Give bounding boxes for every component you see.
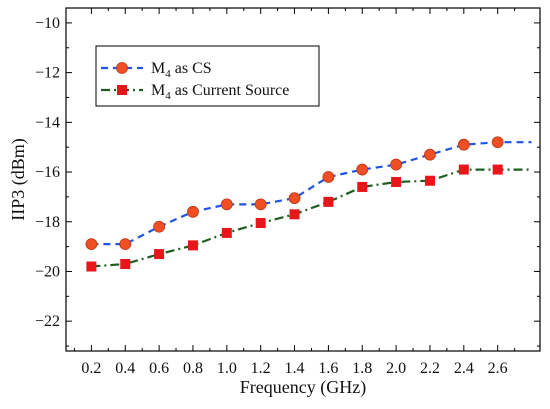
x-axis-title: Frequency (GHz) <box>240 377 366 398</box>
legend-box <box>95 45 320 107</box>
series-1-point <box>153 220 166 233</box>
x-tick-label: 0.8 <box>183 360 203 377</box>
series-2-point <box>391 176 402 187</box>
series-1-point <box>288 192 301 205</box>
y-tick-label: −10 <box>35 15 60 32</box>
series-2-point <box>255 217 266 228</box>
series-1-point <box>390 158 403 171</box>
series-1-point <box>85 238 98 251</box>
series-2-point <box>424 175 435 186</box>
series-1-point <box>457 138 470 151</box>
legend-label-1: M4 as CS <box>151 60 212 80</box>
x-tick-label: 2.4 <box>454 360 474 377</box>
plot-frame <box>65 7 541 352</box>
series-1-point <box>220 198 233 211</box>
series-2-point <box>323 196 334 207</box>
series-1-point <box>254 198 267 211</box>
series-2-point <box>86 261 97 272</box>
series-2-point <box>154 249 165 260</box>
legend-label-2: M4 as Current Source <box>151 82 289 102</box>
series-line-2 <box>91 168 532 268</box>
series-1-point <box>491 136 504 149</box>
x-tick-label: 1.6 <box>318 360 338 377</box>
y-tick-label: −14 <box>35 114 60 131</box>
series-2-point <box>492 164 503 175</box>
y-axis-title: IIP3 (dBm) <box>8 138 29 221</box>
y-tick-label: −18 <box>35 214 60 231</box>
series-2-point <box>120 259 131 270</box>
series-2-point <box>187 240 198 251</box>
y-tick-label: −20 <box>35 263 60 280</box>
legend-marker-2 <box>117 85 127 95</box>
legend-marker-1 <box>116 62 128 74</box>
series-1-point <box>356 163 369 176</box>
y-tick-label: −22 <box>35 313 60 330</box>
x-axis: 0.2 0.4 0.6 0.8 1.0 1.2 1.4 1.6 1.8 2.0 2.2 2.4 2.6 <box>73 8 516 377</box>
series-2-point <box>357 181 368 192</box>
x-tick-label: 2.2 <box>420 360 440 377</box>
y-axis: −10 −12 −14 −16 −18 −20 −22 <box>35 15 540 347</box>
series-1-point <box>187 205 199 218</box>
series-1-point <box>322 171 335 183</box>
x-tick-label: 2.6 <box>488 360 508 377</box>
x-tick-label: 0.6 <box>149 360 169 377</box>
x-tick-label: 1.0 <box>217 360 237 377</box>
series-2-point <box>458 164 469 175</box>
x-tick-label: 1.4 <box>285 360 305 377</box>
plot-border <box>65 7 541 352</box>
x-tick-label: 0.2 <box>81 360 101 377</box>
x-tick-label: 2.0 <box>386 360 406 377</box>
x-tick-label: 1.8 <box>352 360 372 377</box>
series-1-point <box>119 238 132 251</box>
x-tick-label: 0.4 <box>115 360 135 377</box>
series-layer <box>85 136 532 272</box>
series-1-point <box>424 148 436 161</box>
series-2-point <box>289 209 300 220</box>
x-tick-label: 1.2 <box>251 360 271 377</box>
series-2-point <box>221 227 232 238</box>
y-tick-label: −16 <box>35 164 60 181</box>
y-tick-label: −12 <box>35 65 60 82</box>
